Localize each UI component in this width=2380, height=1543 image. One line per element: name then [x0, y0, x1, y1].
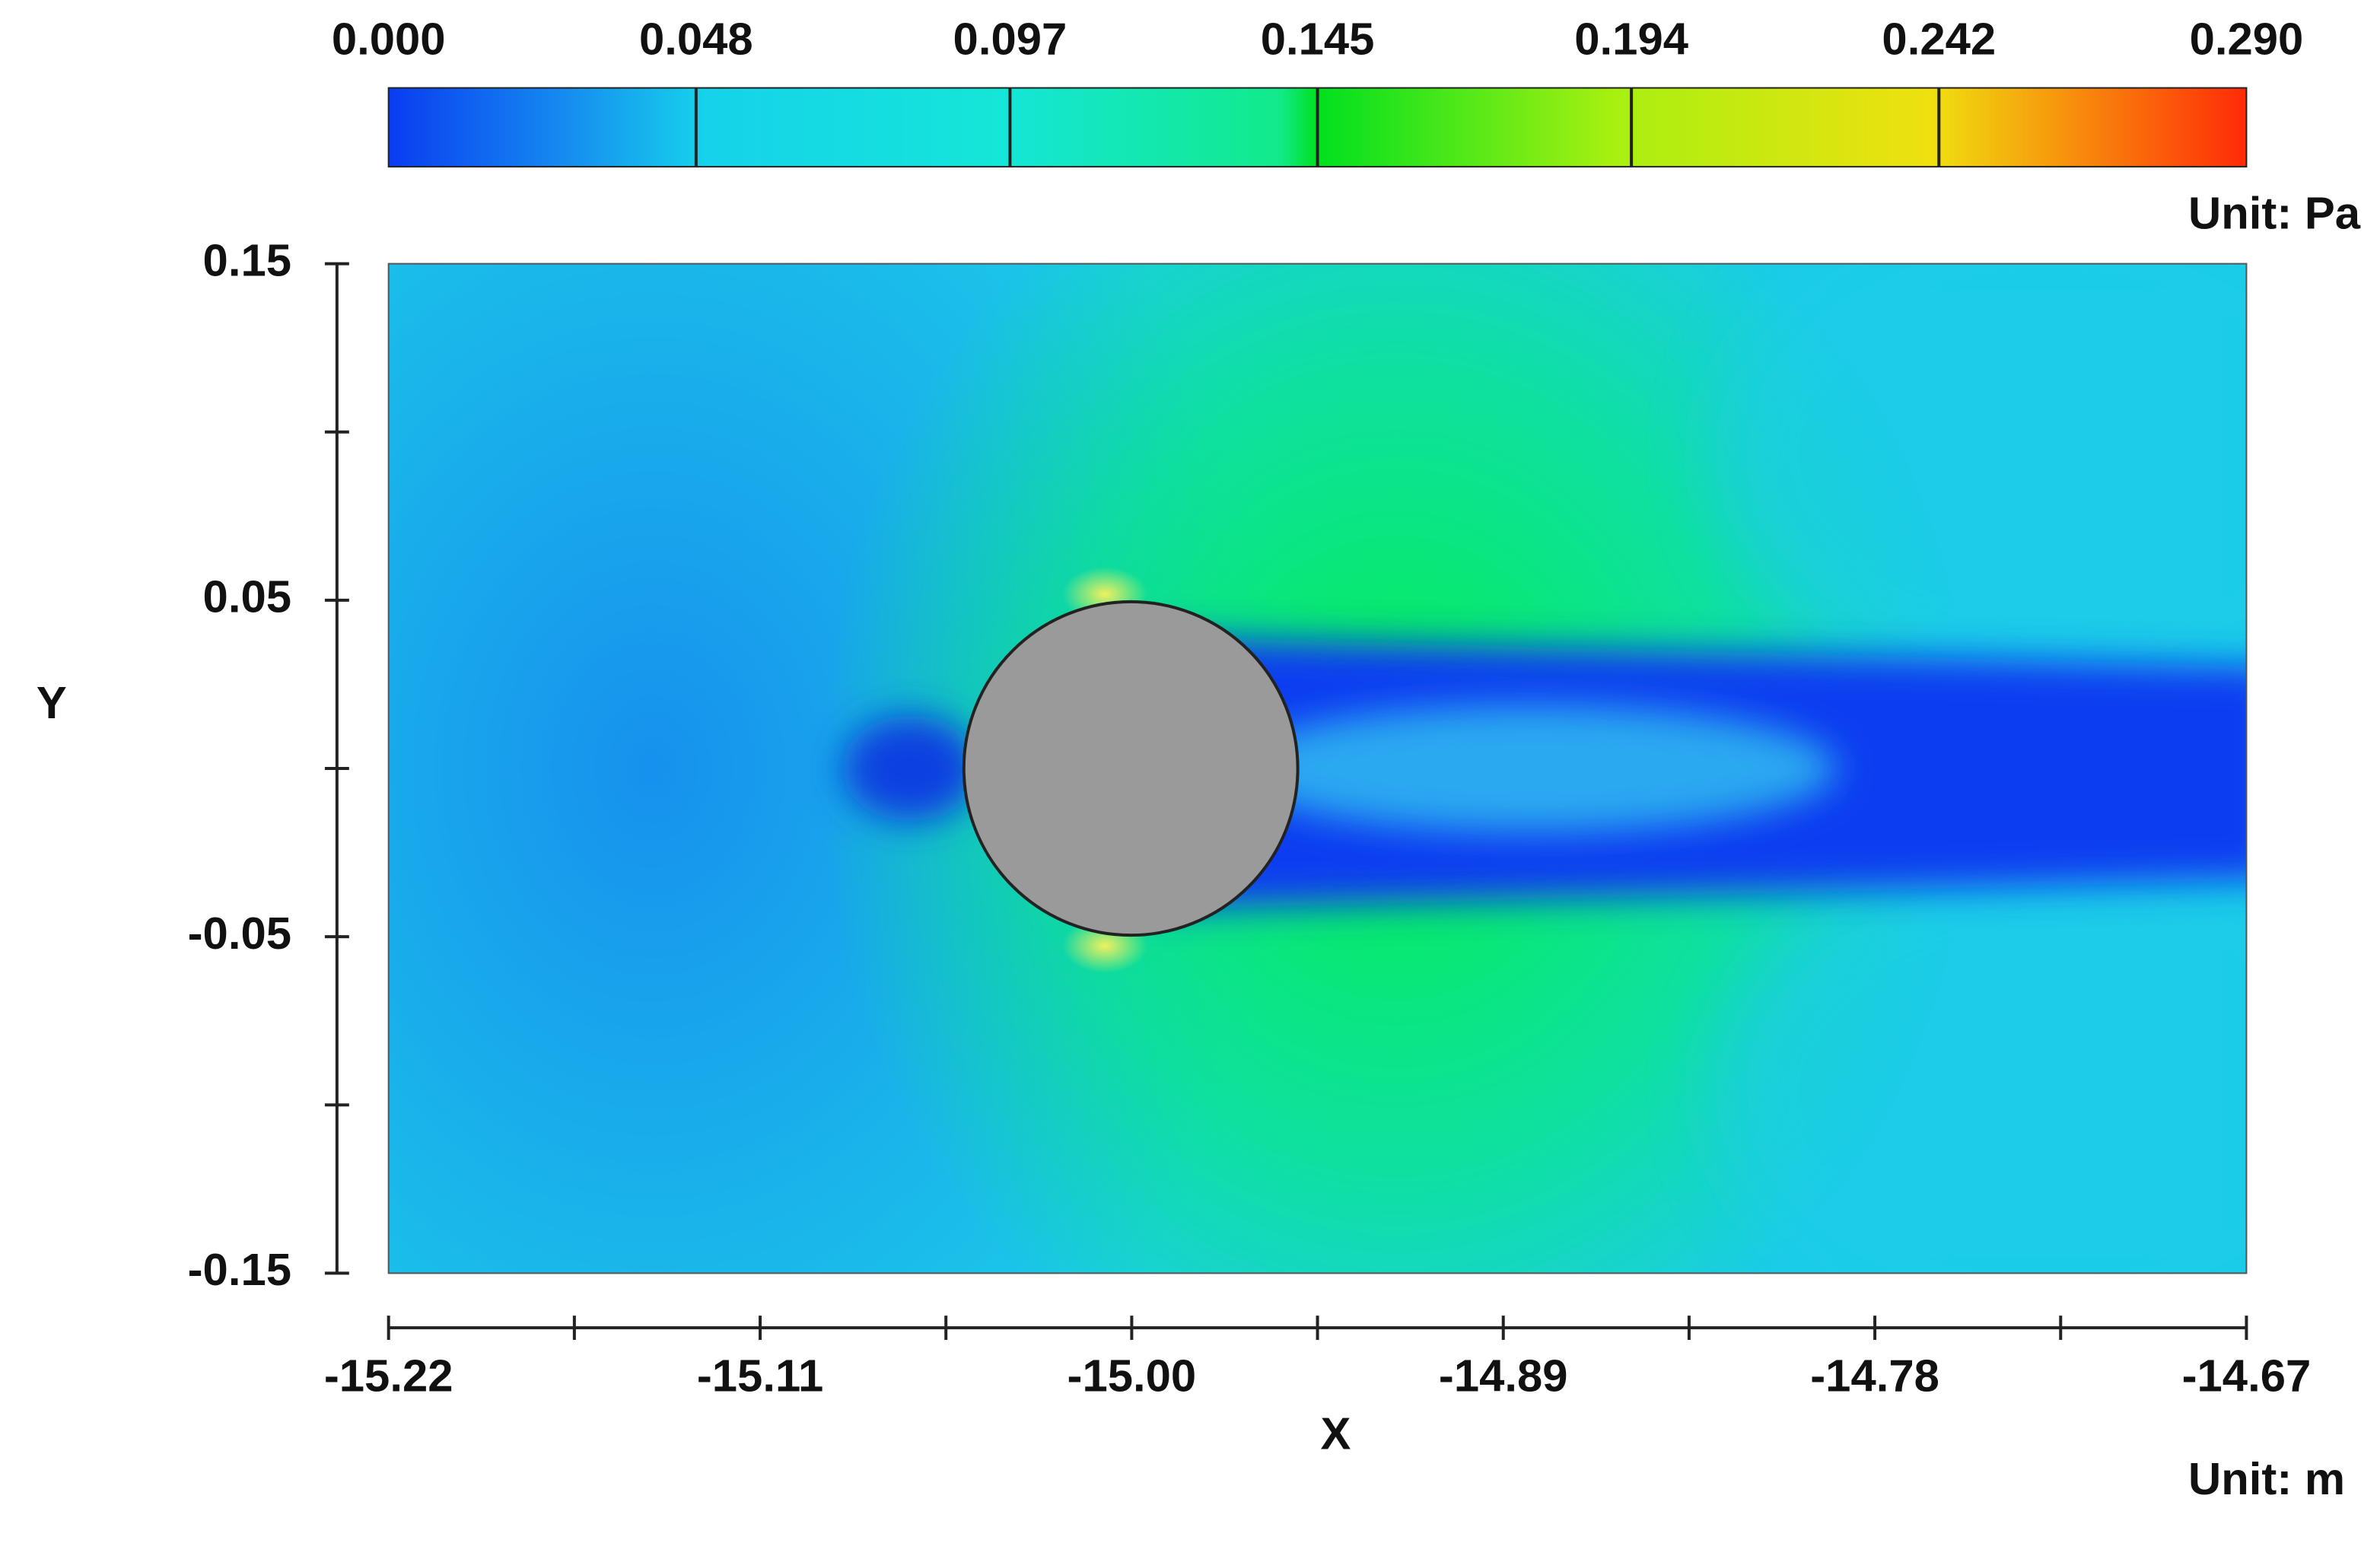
- x-unit: Unit: m: [2188, 1453, 2345, 1504]
- y-axis-label: Y: [37, 677, 67, 728]
- x-tick-label: -15.22: [324, 1351, 453, 1401]
- y-tick-label: 0.15: [203, 234, 291, 285]
- plot-frame: [387, 262, 2248, 1274]
- x-axis-label: X: [1321, 1408, 1351, 1459]
- colorbar-tick-label: 0.048: [639, 14, 753, 65]
- x-tick-label: -14.78: [1810, 1351, 1939, 1401]
- x-tick-label: -14.89: [1439, 1351, 1568, 1401]
- x-tick-label: -14.67: [2182, 1351, 2312, 1401]
- colorbar-tick-label: 0.145: [1261, 14, 1375, 65]
- colorbar-tick-label: 0.242: [1882, 14, 1996, 65]
- y-tick-label: 0.05: [203, 571, 291, 622]
- y-tick-label: -0.05: [188, 908, 291, 959]
- y-tick-label: -0.15: [188, 1244, 291, 1295]
- colorbar-tick-label: 0.097: [953, 14, 1068, 65]
- x-tick-label: -15.00: [1068, 1351, 1197, 1401]
- colorbar-unit: Unit: Pa: [2188, 188, 2361, 239]
- colorbar-tick-label: 0.000: [332, 14, 446, 65]
- contour-field: [388, 263, 2247, 1274]
- cylinder: [962, 600, 1300, 937]
- colorbar-tick-label: 0.290: [2190, 14, 2304, 65]
- colorbar-tick-label: 0.194: [1574, 14, 1688, 65]
- x-tick-label: -15.11: [697, 1351, 823, 1401]
